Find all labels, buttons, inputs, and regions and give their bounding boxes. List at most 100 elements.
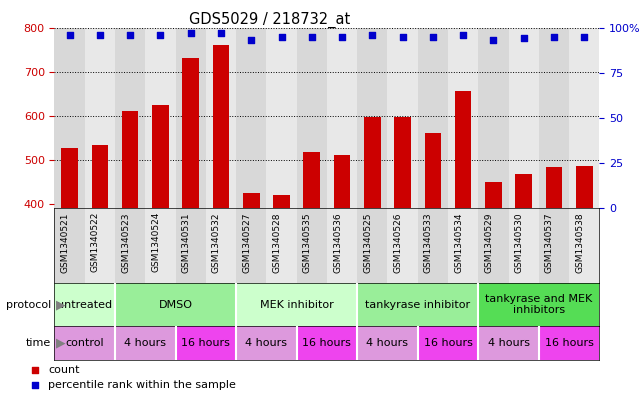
Bar (478, 208, 508, 283)
Bar (236, 28, 267, 208)
Point (30, 367, 40, 373)
Point (216, 30, 226, 36)
Bar (387, 28, 418, 208)
Bar (357, 283, 478, 326)
Bar (418, 326, 478, 360)
Point (125, 31, 135, 38)
Bar (92, 145, 108, 208)
Bar (267, 28, 297, 208)
Bar (206, 208, 236, 283)
Bar (243, 193, 260, 208)
Text: ▶: ▶ (56, 298, 65, 311)
Text: GSM1340538: GSM1340538 (575, 212, 584, 273)
Bar (539, 28, 569, 208)
Bar (236, 208, 267, 283)
Text: GSM1340537: GSM1340537 (545, 212, 554, 273)
Point (65, 31, 75, 38)
Bar (54, 283, 115, 326)
Point (579, 33, 589, 40)
Bar (115, 283, 236, 326)
Bar (236, 326, 297, 360)
Text: GSM1340534: GSM1340534 (454, 212, 463, 272)
Text: GDS5029 / 218732_at: GDS5029 / 218732_at (188, 12, 350, 28)
Bar (115, 208, 146, 283)
Text: GSM1340532: GSM1340532 (212, 212, 221, 272)
Text: control: control (65, 338, 104, 348)
Text: GSM1340525: GSM1340525 (363, 212, 372, 272)
Text: time: time (26, 338, 51, 348)
Text: GSM1340536: GSM1340536 (333, 212, 342, 273)
Bar (515, 174, 532, 208)
Bar (85, 28, 115, 208)
Text: tankyrase and MEK
inhibitors: tankyrase and MEK inhibitors (485, 294, 592, 315)
Bar (357, 326, 418, 360)
Text: GSM1340528: GSM1340528 (272, 212, 281, 272)
Bar (115, 28, 146, 208)
Text: GSM1340522: GSM1340522 (91, 212, 100, 272)
Bar (183, 59, 199, 208)
Bar (576, 165, 592, 208)
Text: GSM1340524: GSM1340524 (151, 212, 160, 272)
Bar (455, 90, 471, 208)
Bar (387, 208, 418, 283)
Bar (424, 133, 441, 208)
Bar (146, 208, 176, 283)
Bar (508, 28, 539, 208)
Bar (206, 28, 236, 208)
Bar (85, 208, 115, 283)
Point (488, 37, 499, 43)
Point (246, 37, 256, 43)
Bar (152, 105, 169, 208)
Point (367, 31, 378, 38)
Point (458, 31, 469, 38)
Bar (448, 28, 478, 208)
Text: ▶: ▶ (56, 336, 65, 349)
Point (519, 35, 529, 42)
Text: MEK inhibitor: MEK inhibitor (260, 299, 333, 310)
Point (549, 33, 559, 40)
Bar (478, 326, 539, 360)
Bar (357, 28, 387, 208)
Bar (115, 326, 176, 360)
Bar (478, 28, 508, 208)
Bar (176, 208, 206, 283)
Bar (54, 326, 115, 360)
Point (397, 33, 408, 40)
Bar (327, 208, 357, 283)
Text: 4 hours: 4 hours (124, 338, 166, 348)
Point (186, 30, 196, 36)
Bar (267, 208, 297, 283)
Text: count: count (48, 365, 79, 375)
Bar (62, 148, 78, 208)
Text: GSM1340521: GSM1340521 (61, 212, 70, 272)
Point (95, 31, 105, 38)
Point (155, 31, 165, 38)
Bar (236, 283, 357, 326)
Bar (478, 283, 599, 326)
Bar (176, 28, 206, 208)
Text: GSM1340523: GSM1340523 (121, 212, 130, 272)
Bar (394, 117, 411, 208)
Bar (539, 326, 599, 360)
Point (276, 33, 287, 40)
Text: 16 hours: 16 hours (303, 338, 351, 348)
Text: percentile rank within the sample: percentile rank within the sample (48, 380, 236, 389)
Text: GSM1340526: GSM1340526 (394, 212, 403, 272)
Text: protocol: protocol (6, 299, 51, 310)
Bar (327, 28, 357, 208)
Bar (364, 117, 381, 208)
Bar (297, 326, 357, 360)
Point (337, 33, 347, 40)
Text: 16 hours: 16 hours (424, 338, 472, 348)
Text: GSM1340527: GSM1340527 (242, 212, 251, 272)
Text: GSM1340533: GSM1340533 (424, 212, 433, 273)
Bar (508, 208, 539, 283)
Bar (539, 208, 569, 283)
Text: 4 hours: 4 hours (246, 338, 287, 348)
Text: GSM1340535: GSM1340535 (303, 212, 312, 273)
Bar (418, 208, 448, 283)
Bar (297, 208, 327, 283)
Text: tankyrase inhibitor: tankyrase inhibitor (365, 299, 470, 310)
Text: untreated: untreated (57, 299, 112, 310)
Bar (122, 111, 138, 208)
